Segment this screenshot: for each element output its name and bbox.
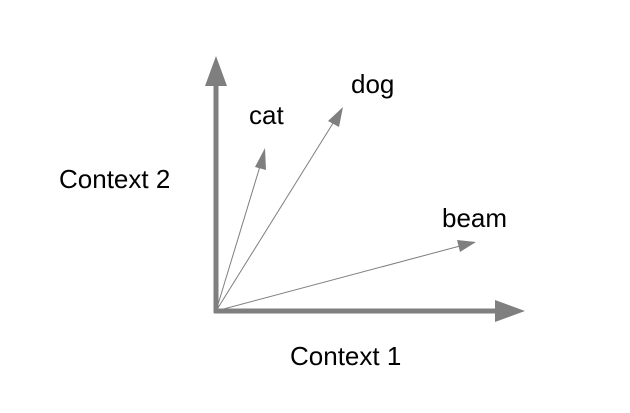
vector-label-cat: cat — [249, 100, 284, 130]
y-axis-arrowhead — [205, 56, 227, 86]
y-axis-label: Context 2 — [59, 164, 171, 194]
vector-cat-line — [215, 162, 262, 312]
vector-dog-line — [215, 119, 336, 312]
vector-beam-line — [215, 245, 461, 312]
vector-label-dog: dog — [351, 69, 395, 99]
vector-cat-arrowhead — [255, 148, 266, 170]
vector-beam-arrowhead — [457, 240, 476, 252]
x-axis-label: Context 1 — [290, 341, 402, 371]
vector-dog-arrowhead — [328, 107, 343, 127]
vector-label-beam: beam — [442, 203, 508, 233]
x-axis-arrowhead — [495, 300, 525, 322]
